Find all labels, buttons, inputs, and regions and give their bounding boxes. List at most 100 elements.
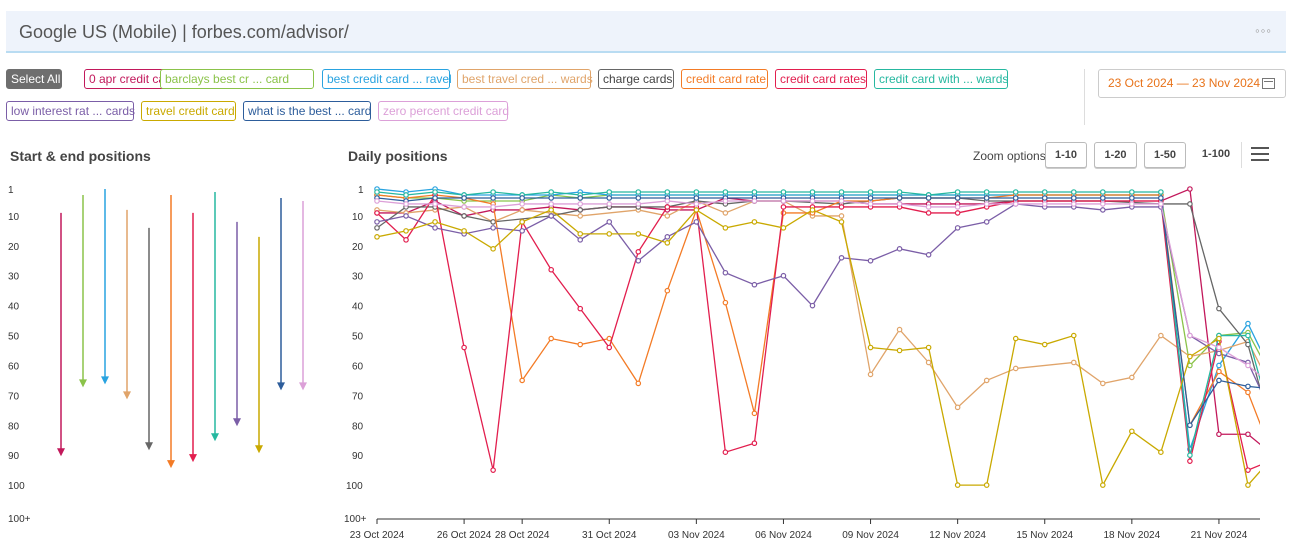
data-point[interactable] (577, 237, 584, 243)
data-point[interactable] (983, 201, 990, 207)
data-point[interactable] (519, 377, 525, 384)
data-point[interactable] (1100, 207, 1106, 213)
zoom-1-10-button[interactable]: 1-10 (1045, 142, 1087, 168)
data-point[interactable] (577, 341, 584, 348)
data-point[interactable] (1100, 201, 1106, 207)
data-point[interactable] (1216, 335, 1222, 342)
data-point[interactable] (664, 234, 671, 240)
data-point[interactable] (1216, 305, 1222, 312)
data-point[interactable] (838, 189, 845, 195)
data-point[interactable] (896, 326, 903, 333)
ellipsis-icon[interactable]: ◦◦◦ (1255, 23, 1272, 38)
keyword-tag[interactable]: best travel cred ... wards (457, 69, 593, 89)
data-point[interactable] (1216, 377, 1222, 384)
data-point[interactable] (374, 189, 380, 195)
data-point[interactable] (1245, 431, 1251, 438)
data-point[interactable] (1100, 195, 1106, 201)
data-point[interactable] (1012, 335, 1019, 342)
data-point[interactable] (722, 225, 729, 231)
data-point[interactable] (577, 213, 584, 219)
data-point[interactable] (519, 201, 525, 207)
data-point[interactable] (1070, 332, 1077, 339)
data-point[interactable] (925, 252, 932, 258)
data-point[interactable] (606, 335, 613, 342)
data-point[interactable] (635, 380, 642, 387)
data-point[interactable] (809, 302, 816, 309)
keyword-tag[interactable]: credit card with ... wards (874, 69, 1008, 89)
data-point[interactable] (1129, 374, 1135, 381)
data-point[interactable] (635, 201, 642, 207)
data-point[interactable] (548, 213, 554, 219)
data-point[interactable] (1216, 431, 1222, 438)
data-point[interactable] (1245, 467, 1251, 473)
data-point[interactable] (635, 189, 642, 195)
data-point[interactable] (1041, 341, 1048, 348)
data-point[interactable] (664, 213, 671, 219)
data-point[interactable] (548, 201, 554, 207)
data-point[interactable] (1100, 189, 1106, 195)
data-point[interactable] (577, 195, 584, 201)
data-point[interactable] (1245, 383, 1251, 390)
data-point[interactable] (983, 219, 990, 225)
data-point[interactable] (1245, 362, 1251, 369)
data-point[interactable] (867, 257, 874, 264)
data-point[interactable] (867, 344, 874, 351)
keyword-tag[interactable]: low interest rat ... cards (6, 101, 135, 121)
data-point[interactable] (867, 189, 874, 195)
data-point[interactable] (606, 219, 613, 225)
data-point[interactable] (490, 219, 496, 225)
data-point[interactable] (722, 449, 729, 456)
keyword-tag[interactable]: credit card rates (775, 69, 867, 89)
keyword-tag[interactable]: credit card rate (681, 69, 768, 89)
data-point[interactable] (403, 237, 409, 243)
data-point[interactable] (1187, 201, 1193, 207)
zoom-1-50-button[interactable]: 1-50 (1144, 142, 1186, 168)
data-point[interactable] (490, 204, 496, 210)
data-point[interactable] (490, 246, 496, 252)
data-point[interactable] (1158, 195, 1164, 201)
data-point[interactable] (1187, 458, 1193, 464)
data-point[interactable] (954, 195, 961, 201)
data-point[interactable] (664, 198, 671, 204)
data-point[interactable] (693, 189, 700, 195)
data-point[interactable] (867, 195, 874, 201)
data-point[interactable] (693, 219, 700, 225)
data-point[interactable] (548, 335, 554, 342)
data-point[interactable] (635, 195, 642, 201)
data-point[interactable] (1245, 332, 1251, 339)
data-point[interactable] (374, 210, 380, 216)
data-point[interactable] (635, 231, 642, 237)
data-point[interactable] (1158, 332, 1164, 339)
data-point[interactable] (432, 219, 438, 225)
data-point[interactable] (1216, 368, 1222, 375)
data-point[interactable] (780, 225, 787, 231)
data-point[interactable] (1187, 422, 1193, 429)
data-point[interactable] (983, 482, 990, 488)
data-point[interactable] (664, 189, 671, 195)
data-point[interactable] (432, 195, 438, 201)
data-point[interactable] (606, 344, 613, 351)
data-point[interactable] (896, 195, 903, 201)
keyword-tag[interactable]: travel credit card (141, 101, 236, 121)
data-point[interactable] (664, 204, 671, 210)
data-point[interactable] (374, 198, 380, 204)
data-point[interactable] (1129, 189, 1135, 195)
select-all-button[interactable]: Select All (6, 69, 62, 89)
data-point[interactable] (548, 207, 554, 213)
data-point[interactable] (519, 207, 525, 213)
data-point[interactable] (1158, 201, 1164, 207)
data-point[interactable] (838, 213, 845, 219)
data-point[interactable] (577, 231, 584, 237)
data-point[interactable] (1100, 380, 1106, 387)
data-point[interactable] (490, 195, 496, 201)
data-point[interactable] (548, 195, 554, 201)
data-point[interactable] (1187, 332, 1193, 339)
data-point[interactable] (751, 410, 758, 417)
data-point[interactable] (1216, 350, 1222, 357)
data-point[interactable] (403, 201, 409, 207)
data-point[interactable] (1187, 452, 1193, 458)
zoom-1-20-button[interactable]: 1-20 (1094, 142, 1137, 168)
data-point[interactable] (432, 225, 438, 231)
data-point[interactable] (693, 201, 700, 207)
data-point[interactable] (519, 195, 525, 201)
